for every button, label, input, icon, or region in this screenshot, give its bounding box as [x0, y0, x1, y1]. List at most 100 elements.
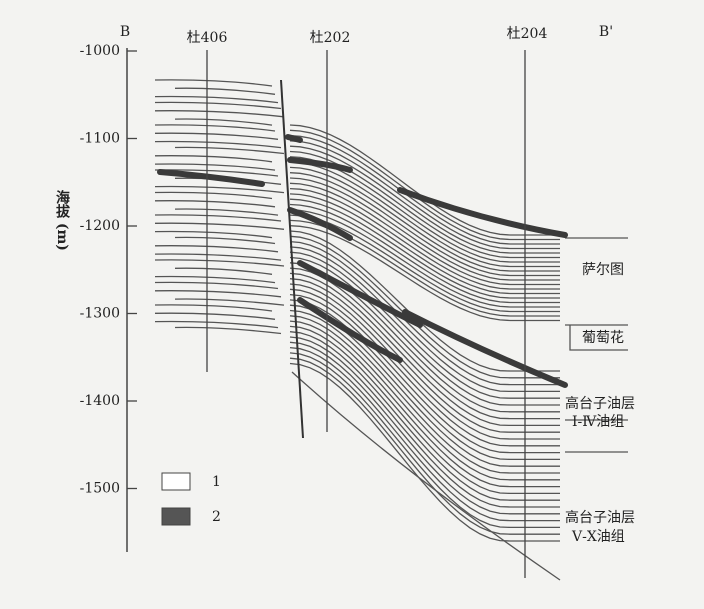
horizon: [289, 278, 560, 433]
horizon: [154, 275, 276, 284]
axis-label: 海拔 (m): [54, 189, 70, 251]
zone-label: 高台子油层: [565, 509, 635, 526]
fault: [280, 79, 304, 439]
well-name: 杜204: [507, 26, 548, 42]
oil-layer: [297, 297, 403, 363]
horizon: [154, 95, 279, 104]
horizon: [289, 230, 560, 372]
horizon: [289, 325, 560, 495]
horizon: [174, 146, 285, 155]
horizon: [289, 346, 560, 522]
horizon: [289, 331, 560, 501]
horizon: [289, 293, 560, 454]
horizon: [154, 320, 279, 329]
well-name: 杜406: [187, 30, 228, 46]
zone-label: 萨尔图: [582, 262, 624, 278]
section-end: B: [120, 24, 130, 40]
oil-layer: [402, 309, 568, 388]
horizon: [154, 191, 273, 200]
horizon: [289, 341, 560, 515]
horizon: [154, 110, 285, 118]
horizon: [174, 326, 282, 335]
horizon: [289, 283, 560, 440]
horizon: [154, 312, 276, 320]
horizon: [174, 298, 285, 306]
horizon: [289, 240, 560, 386]
horizon: [289, 150, 560, 259]
zone-label: 高台子油层: [565, 395, 635, 412]
horizon: [154, 245, 279, 253]
oil-layer: [297, 260, 423, 328]
horizon: [174, 267, 273, 275]
horizon: [154, 163, 276, 171]
horizon: [289, 145, 560, 254]
horizon: [289, 256, 560, 406]
oil-layer: [287, 157, 353, 173]
horizon: [174, 236, 276, 245]
legend-label: 1: [212, 474, 221, 490]
horizon: [289, 336, 560, 508]
horizon: [289, 187, 560, 290]
horizon: [289, 134, 560, 245]
ticks: -1000 -1100 -1200 -1300 -1400 -1500: [80, 43, 137, 497]
horizon: [154, 214, 282, 222]
tick-label: -1500: [80, 481, 120, 497]
horizon: [289, 251, 560, 399]
oil-layer: [285, 134, 303, 143]
horizon: [289, 235, 560, 379]
well-name: 杜202: [310, 30, 351, 46]
horizon: [289, 172, 560, 277]
horizon: [154, 290, 282, 298]
horizon: [289, 209, 560, 308]
horizon: [154, 132, 279, 140]
horizon: [174, 118, 273, 126]
horizon: [289, 129, 560, 241]
horizon: [289, 182, 560, 286]
tick-label: -1300: [80, 306, 120, 322]
horizon: [154, 281, 279, 290]
horizon: [154, 200, 276, 208]
horizon: [289, 140, 560, 250]
horizon: [154, 185, 285, 194]
tick-label: -1400: [80, 393, 120, 409]
legend-swatch: [161, 472, 191, 491]
horizon: [154, 230, 273, 239]
horizon: [291, 371, 561, 581]
horizon: [154, 155, 273, 163]
horizon: [289, 352, 560, 529]
horizon: [154, 304, 273, 312]
oil-layer: [397, 187, 568, 238]
zone-boundary: [569, 325, 628, 351]
horizon: [289, 272, 560, 427]
horizon: [289, 166, 560, 272]
tick-label: -1100: [80, 131, 120, 147]
horizon: [289, 203, 560, 304]
zone-label: Ⅴ-Ⅹ油组: [571, 529, 625, 545]
horizon: [289, 299, 560, 461]
tick-label: -1200: [80, 218, 120, 234]
horizon: [154, 124, 276, 132]
horizon: [289, 315, 560, 481]
horizon: [289, 177, 560, 281]
horizon: [289, 362, 560, 542]
horizon: [289, 309, 560, 474]
horizon: [289, 246, 560, 393]
horizon: [289, 267, 560, 420]
oil-layer: [287, 207, 353, 241]
oil-layer: [157, 169, 265, 187]
horizon: [289, 357, 560, 535]
horizon: [289, 320, 560, 488]
horizon: [289, 214, 560, 313]
horizon: [154, 101, 282, 110]
horizon: [289, 161, 560, 268]
section-end: B': [599, 24, 613, 40]
horizon: [154, 253, 282, 261]
tick-label: -1000: [80, 43, 120, 59]
horizon: [154, 140, 282, 149]
horizon: [174, 87, 276, 95]
legend-swatch: [161, 507, 191, 526]
horizon: [289, 198, 560, 299]
horizon: [289, 225, 560, 322]
zone-label: Ⅰ-Ⅳ油组: [572, 414, 624, 430]
